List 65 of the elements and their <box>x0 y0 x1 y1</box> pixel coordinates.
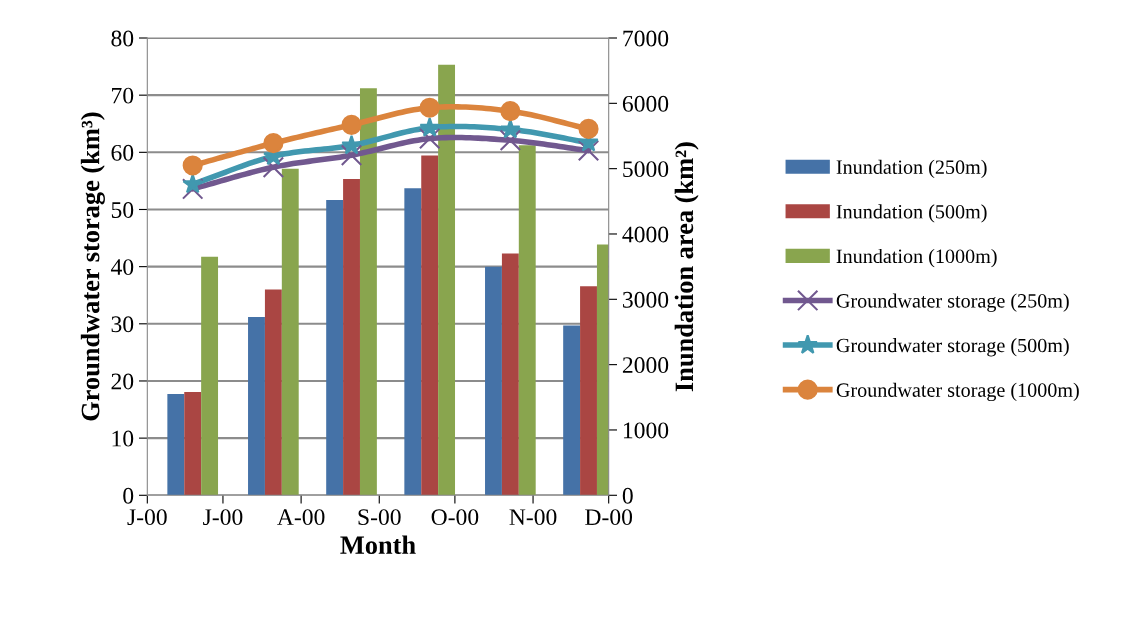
point <box>500 101 521 122</box>
y-axis-title: Groundwater storage (km³) <box>80 112 105 421</box>
y2-tick-label: 6000 <box>622 95 669 112</box>
bar <box>501 253 519 496</box>
y-tick-label: 50 <box>111 201 134 218</box>
legend-label: Groundwater storage (250m) <box>836 293 1069 312</box>
point <box>578 118 599 139</box>
x-axis-title: Month <box>340 535 416 555</box>
y2-tick-label: 2000 <box>622 357 669 374</box>
y2-tick-label: 0 <box>622 487 633 504</box>
y-tick-label: 20 <box>111 373 134 390</box>
y2-tick-label: 1000 <box>623 422 669 439</box>
y2-tick-label: 3000 <box>623 291 669 308</box>
point <box>181 178 204 200</box>
y2-axis-title: Inundation area (km²) <box>674 142 699 392</box>
y-tick-label: 0 <box>123 487 134 504</box>
bar <box>167 394 185 496</box>
point <box>262 156 285 178</box>
point <box>577 139 600 162</box>
bar <box>326 200 344 496</box>
bar <box>518 145 536 496</box>
bar <box>438 64 456 496</box>
point <box>500 118 521 139</box>
y-tick-label: 70 <box>112 87 134 104</box>
point <box>418 127 441 150</box>
bar <box>281 168 299 496</box>
point <box>182 173 203 194</box>
legend-label: Groundwater storage (500m) <box>836 338 1069 357</box>
point <box>341 134 362 155</box>
legend-label: Groundwater storage (1000m) <box>836 382 1079 402</box>
y2-tick-label: 7000 <box>623 30 669 47</box>
bar <box>264 289 282 496</box>
x-tick-label: J-00 <box>203 509 243 526</box>
bar <box>421 155 439 496</box>
bar <box>248 316 265 496</box>
point <box>341 114 362 135</box>
x-tick-label: A-00 <box>277 509 325 526</box>
y2-tick-label: 5000 <box>623 161 669 178</box>
bar <box>184 392 202 496</box>
x-tick-label: N-00 <box>509 509 557 526</box>
bar <box>359 88 377 496</box>
point <box>419 97 440 118</box>
x-tick-label: D-00 <box>585 509 633 526</box>
y-tick-label: 40 <box>110 259 134 276</box>
bar <box>201 256 219 496</box>
point <box>499 129 522 152</box>
legend-label: Inundation (250m) <box>836 159 987 179</box>
y-tick-label: 10 <box>112 430 134 447</box>
x-tick-label: O-00 <box>431 509 479 526</box>
y-tick-label: 30 <box>111 316 134 333</box>
bar <box>485 266 502 496</box>
x-tick-label: J-00 <box>127 509 167 526</box>
legend-label: Inundation (1000m) <box>836 248 997 268</box>
legend-label: Inundation (500m) <box>836 204 987 223</box>
x-tick-label: S-00 <box>358 509 401 526</box>
y2-tick-label: 4000 <box>622 226 669 243</box>
point <box>419 116 440 137</box>
point <box>340 144 363 166</box>
y-tick-label: 80 <box>111 30 134 47</box>
y-tick-label: 60 <box>111 144 134 161</box>
bar <box>343 179 360 496</box>
point <box>182 155 203 176</box>
bar <box>404 188 422 496</box>
point <box>263 133 284 154</box>
bar <box>563 325 581 496</box>
